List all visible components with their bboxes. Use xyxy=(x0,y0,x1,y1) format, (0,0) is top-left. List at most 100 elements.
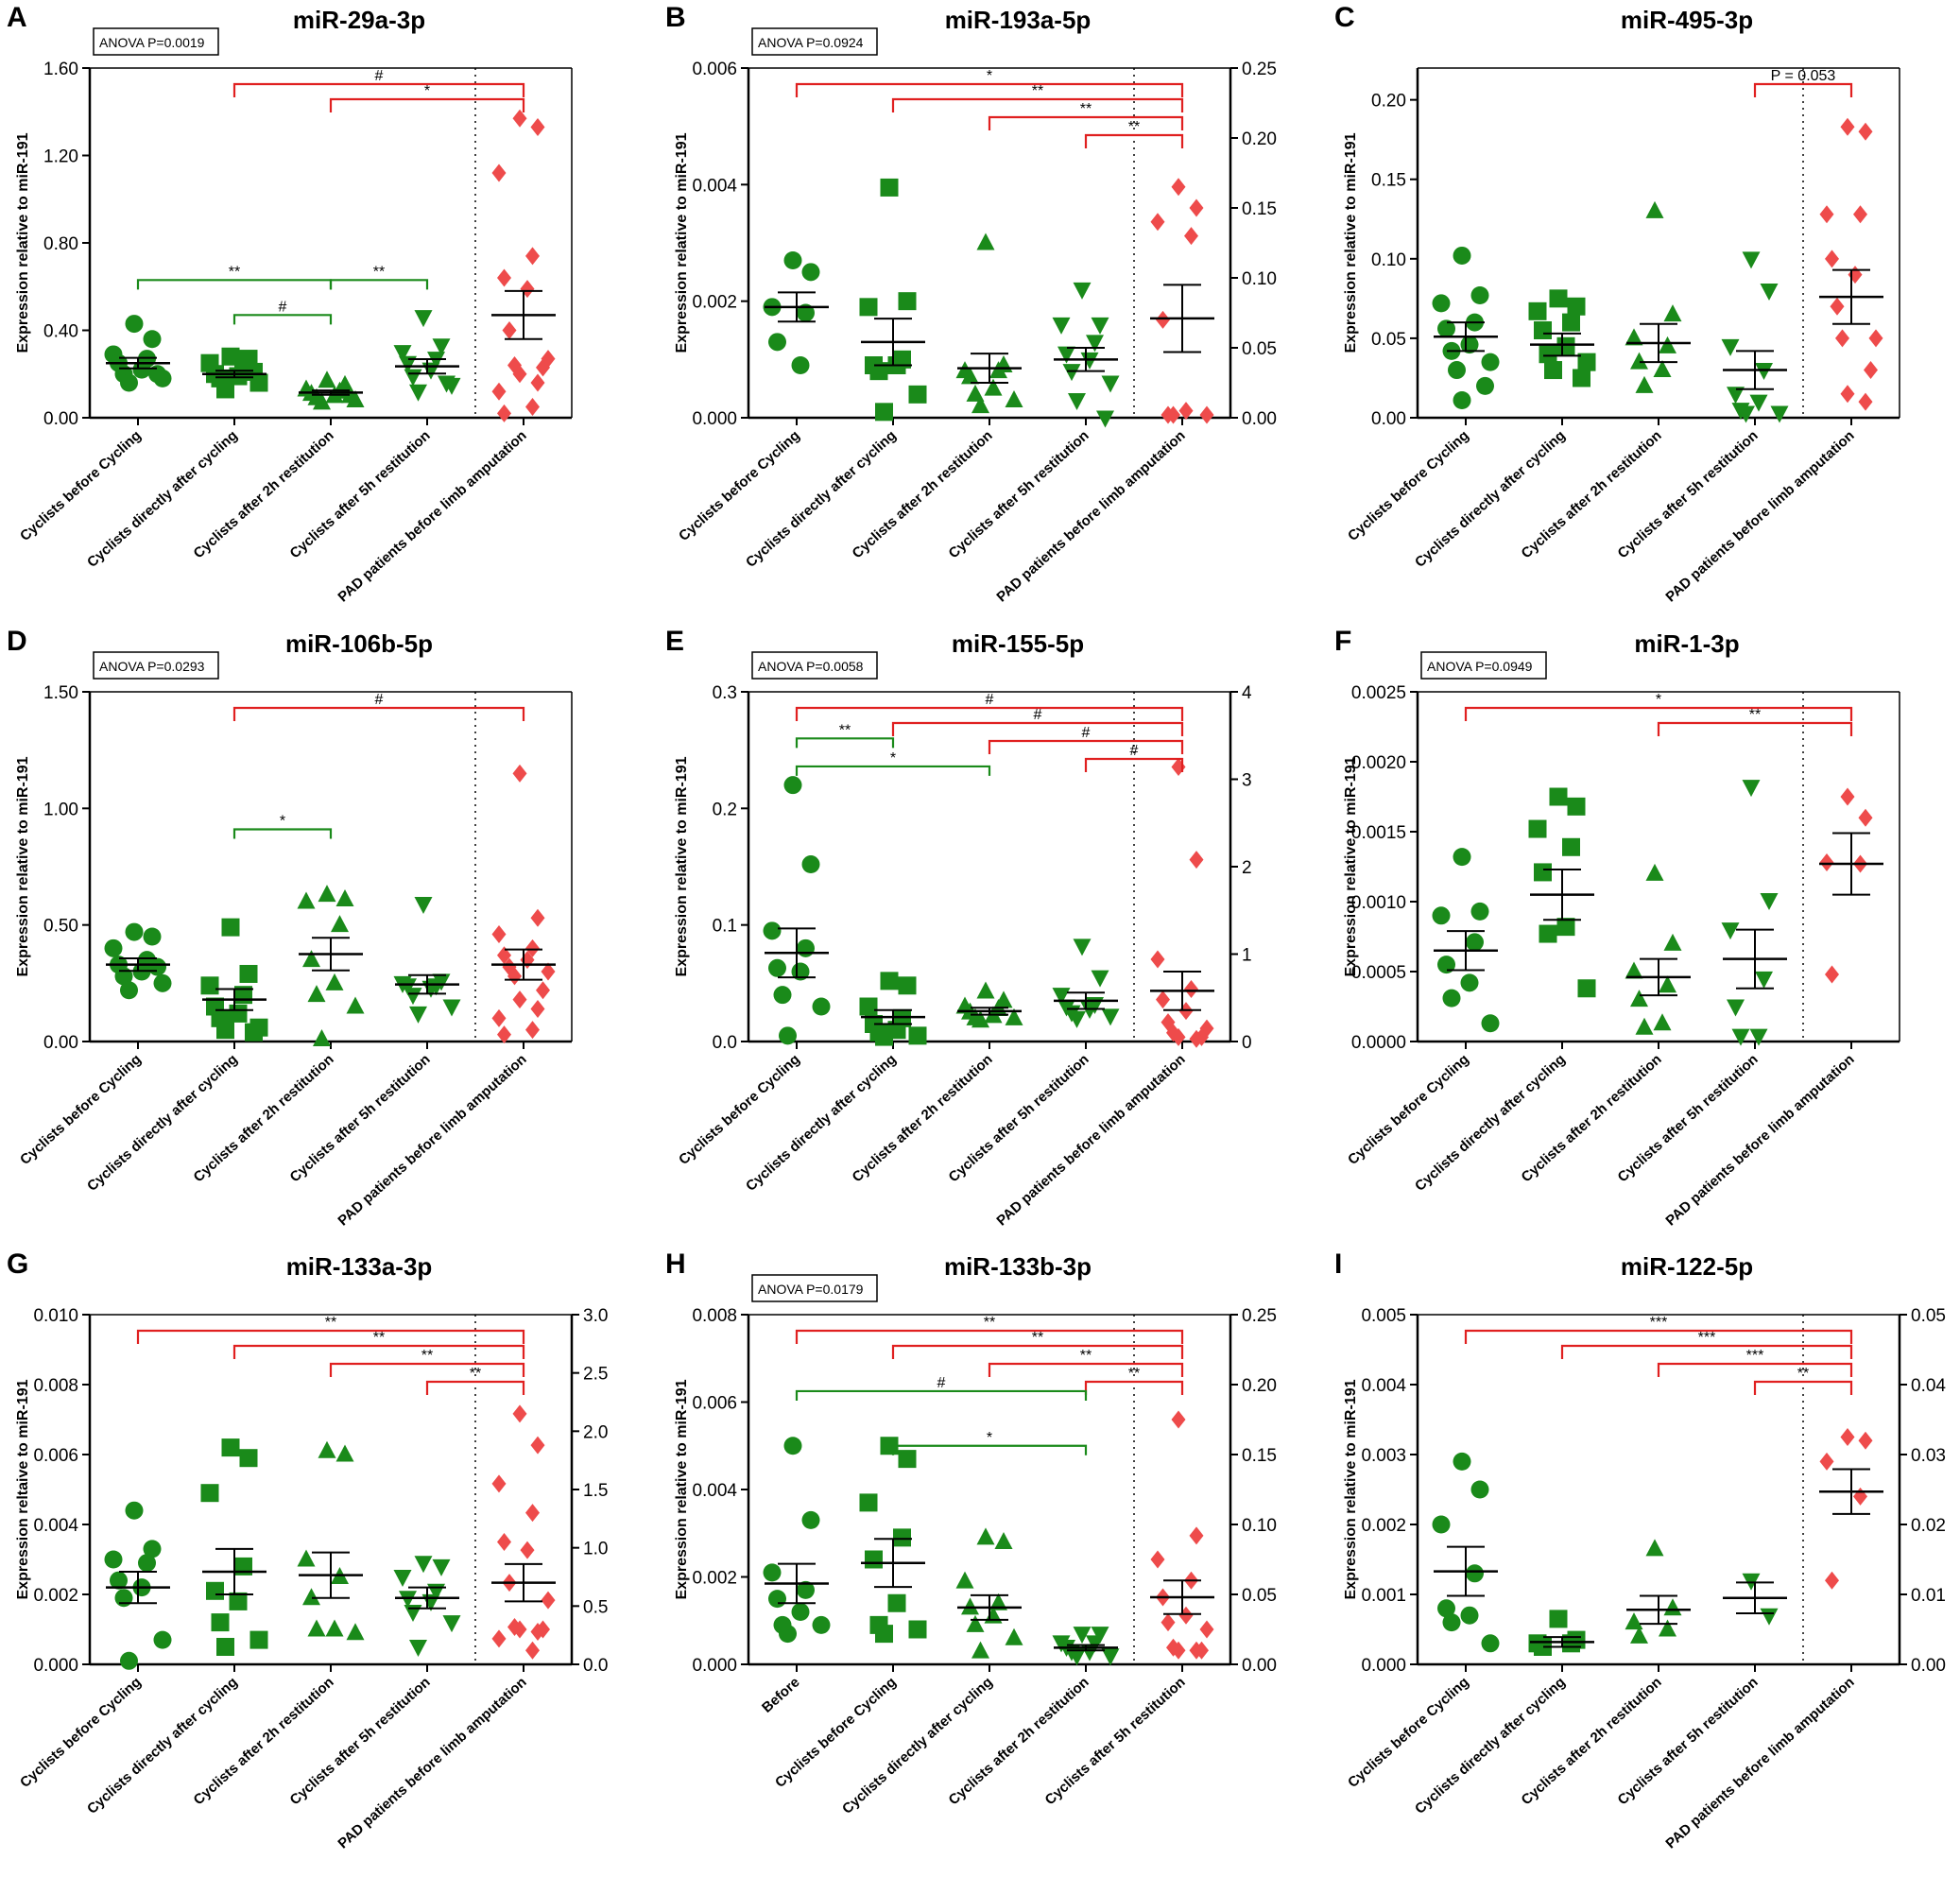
significance-label: ** xyxy=(325,1315,336,1331)
significance-label: * xyxy=(987,68,992,84)
significance-bracket: # xyxy=(795,1375,1088,1401)
square-point xyxy=(908,1026,927,1045)
significance-bracket: ** xyxy=(988,101,1184,130)
circle-point xyxy=(1432,294,1451,313)
significance-label: *** xyxy=(1698,1330,1716,1346)
diamond-point xyxy=(1853,205,1867,224)
y-tick-label: 0.00 xyxy=(1371,409,1406,429)
triangle-down-point xyxy=(409,1006,427,1024)
triangle-down-point xyxy=(438,375,456,393)
triangle-point xyxy=(1659,1619,1676,1637)
y-axis-label: Expression reltaive to miR-191 xyxy=(15,1379,31,1599)
circle-point xyxy=(153,1630,172,1649)
triangle-down-point xyxy=(1073,1627,1092,1645)
significance-bracket: ** xyxy=(1084,119,1184,148)
y-tick-label: 0.006 xyxy=(692,60,737,79)
diamond-point xyxy=(507,967,522,986)
square-point xyxy=(200,976,219,995)
diamond-point xyxy=(1825,965,1839,984)
panel-title: miR-133a-3p xyxy=(286,1252,433,1281)
diamond-point xyxy=(512,365,527,384)
triangle-point xyxy=(1663,1598,1682,1616)
circle-point xyxy=(1453,1452,1471,1471)
diamond-point xyxy=(1189,198,1204,217)
diamond-point xyxy=(1184,980,1198,998)
significance-bracket: * xyxy=(232,814,333,839)
x-category-label: PAD patients before limb amputation xyxy=(335,1674,529,1851)
square-point xyxy=(1556,918,1575,937)
significance-label: # xyxy=(1082,725,1091,741)
data-group-3 xyxy=(1625,1539,1691,1644)
x-category-label: Cyclists directly after cycling xyxy=(1412,1051,1569,1195)
square-point xyxy=(859,1493,878,1512)
significance-label: ** xyxy=(839,722,851,738)
circle-point xyxy=(791,356,810,374)
panel-title: miR-495-3p xyxy=(1621,6,1753,34)
square-point xyxy=(880,178,899,197)
diamond-point xyxy=(541,962,556,981)
circle-point xyxy=(783,1437,802,1455)
diamond-point xyxy=(512,764,527,783)
triangle-point xyxy=(1663,933,1682,951)
diamond-point xyxy=(1825,250,1839,268)
x-category-label: PAD patients before limb amputation xyxy=(1662,427,1857,605)
data-group-5 xyxy=(491,109,556,422)
bracket-line xyxy=(136,1329,525,1344)
significance-bracket: ** xyxy=(891,1330,1184,1359)
triangle-down-point xyxy=(1737,405,1755,423)
circle-point xyxy=(143,1540,162,1558)
significance-bracket: ** xyxy=(1657,707,1853,736)
square-point xyxy=(1577,979,1596,998)
significance-label: * xyxy=(280,814,285,830)
bracket-line xyxy=(232,828,333,839)
y-tick-label: 0.000 xyxy=(33,1656,78,1676)
y-right-tick-label: 1.0 xyxy=(583,1540,608,1559)
significance-bracket: * xyxy=(795,750,991,776)
triangle-point xyxy=(1625,328,1643,346)
bracket-line xyxy=(1464,706,1853,721)
triangle-point xyxy=(307,1619,326,1637)
triangle-point xyxy=(994,1532,1013,1549)
diamond-point xyxy=(497,946,511,965)
circle-point xyxy=(783,776,802,795)
x-category-label: Cyclists directly after cycling xyxy=(1412,427,1569,571)
y-right-tick-label: 3 xyxy=(1242,771,1252,791)
data-group-4 xyxy=(1052,1627,1120,1666)
y-tick-label: 0.010 xyxy=(33,1306,78,1326)
bracket-line xyxy=(1753,82,1853,97)
y-tick-label: 0.0000 xyxy=(1351,1033,1406,1053)
bracket-line xyxy=(1464,1329,1853,1344)
diamond-point xyxy=(491,925,507,944)
data-group-5 xyxy=(491,764,556,1044)
triangle-point xyxy=(971,1641,989,1659)
y-right-tick-label: 3.0 xyxy=(583,1306,608,1326)
diamond-point xyxy=(512,990,527,1009)
y-tick-label: 0.003 xyxy=(1361,1446,1406,1466)
panel-title: miR-1-3p xyxy=(1634,629,1739,658)
data-group-3 xyxy=(955,1527,1023,1659)
circle-point xyxy=(120,1651,138,1670)
x-category-label: PAD patients before limb amputation xyxy=(335,1051,529,1229)
triangle-point xyxy=(1659,975,1676,993)
diamond-point xyxy=(1171,1027,1186,1046)
circle-point xyxy=(783,251,802,269)
y-right-tick-label: 0.01 xyxy=(1911,1586,1946,1606)
circle-point xyxy=(1470,286,1489,304)
x-category-label: Cyclists directly after cycling xyxy=(839,1674,996,1817)
y-tick-label: 0.80 xyxy=(43,234,78,254)
significance-label: # xyxy=(279,299,287,315)
triangle-down-point xyxy=(399,1591,417,1609)
circle-point xyxy=(763,1563,782,1582)
square-point xyxy=(1567,297,1586,316)
data-group-3 xyxy=(297,370,365,410)
y-tick-label: 0.40 xyxy=(43,322,78,342)
y-right-tick-label: 0 xyxy=(1242,1033,1252,1053)
triangle-down-point xyxy=(1073,282,1092,300)
triangle-down-point xyxy=(1755,971,1773,989)
circle-point xyxy=(797,938,815,957)
triangle-down-point xyxy=(393,345,412,363)
y-tick-label: 0.002 xyxy=(1361,1516,1406,1536)
